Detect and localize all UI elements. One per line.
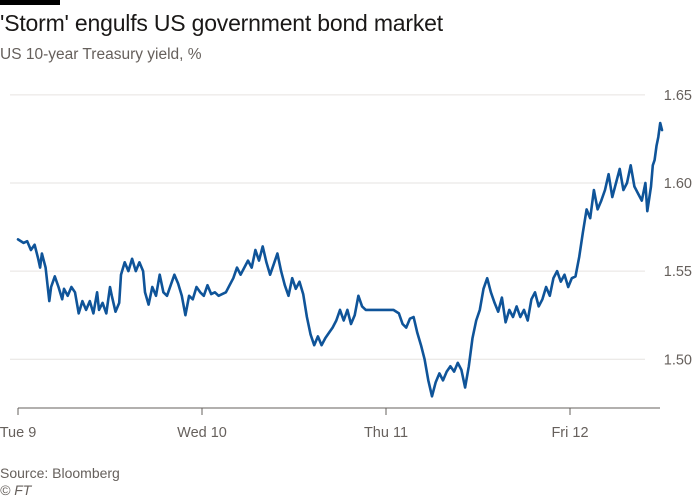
series-layer xyxy=(16,121,664,398)
chart-subtitle: US 10-year Treasury yield, % xyxy=(0,46,202,63)
x-tick-label: Fri 12 xyxy=(551,425,588,441)
gridlines xyxy=(10,94,645,360)
chart-title: 'Storm' engulfs US government bond marke… xyxy=(0,10,443,36)
y-tick-label: 1.55 xyxy=(664,264,692,280)
x-axis: Tue 9 Wed 10 Thu 11 Fri 12 xyxy=(0,407,660,441)
y-tick-label: 1.60 xyxy=(664,176,692,192)
x-tick-label: Wed 10 xyxy=(177,425,227,441)
copyright-note: © FT xyxy=(0,482,32,498)
y-axis-labels: 1.50 1.55 1.60 1.65 xyxy=(664,88,692,368)
x-tick-label: Thu 11 xyxy=(364,425,408,441)
y-tick-label: 1.65 xyxy=(664,88,692,104)
series-line-yield xyxy=(16,121,664,398)
x-tick-label: Tue 9 xyxy=(0,425,36,441)
brand-bar xyxy=(0,0,60,5)
source-note: Source: Bloomberg xyxy=(0,465,120,481)
y-tick-label: 1.50 xyxy=(664,352,692,368)
